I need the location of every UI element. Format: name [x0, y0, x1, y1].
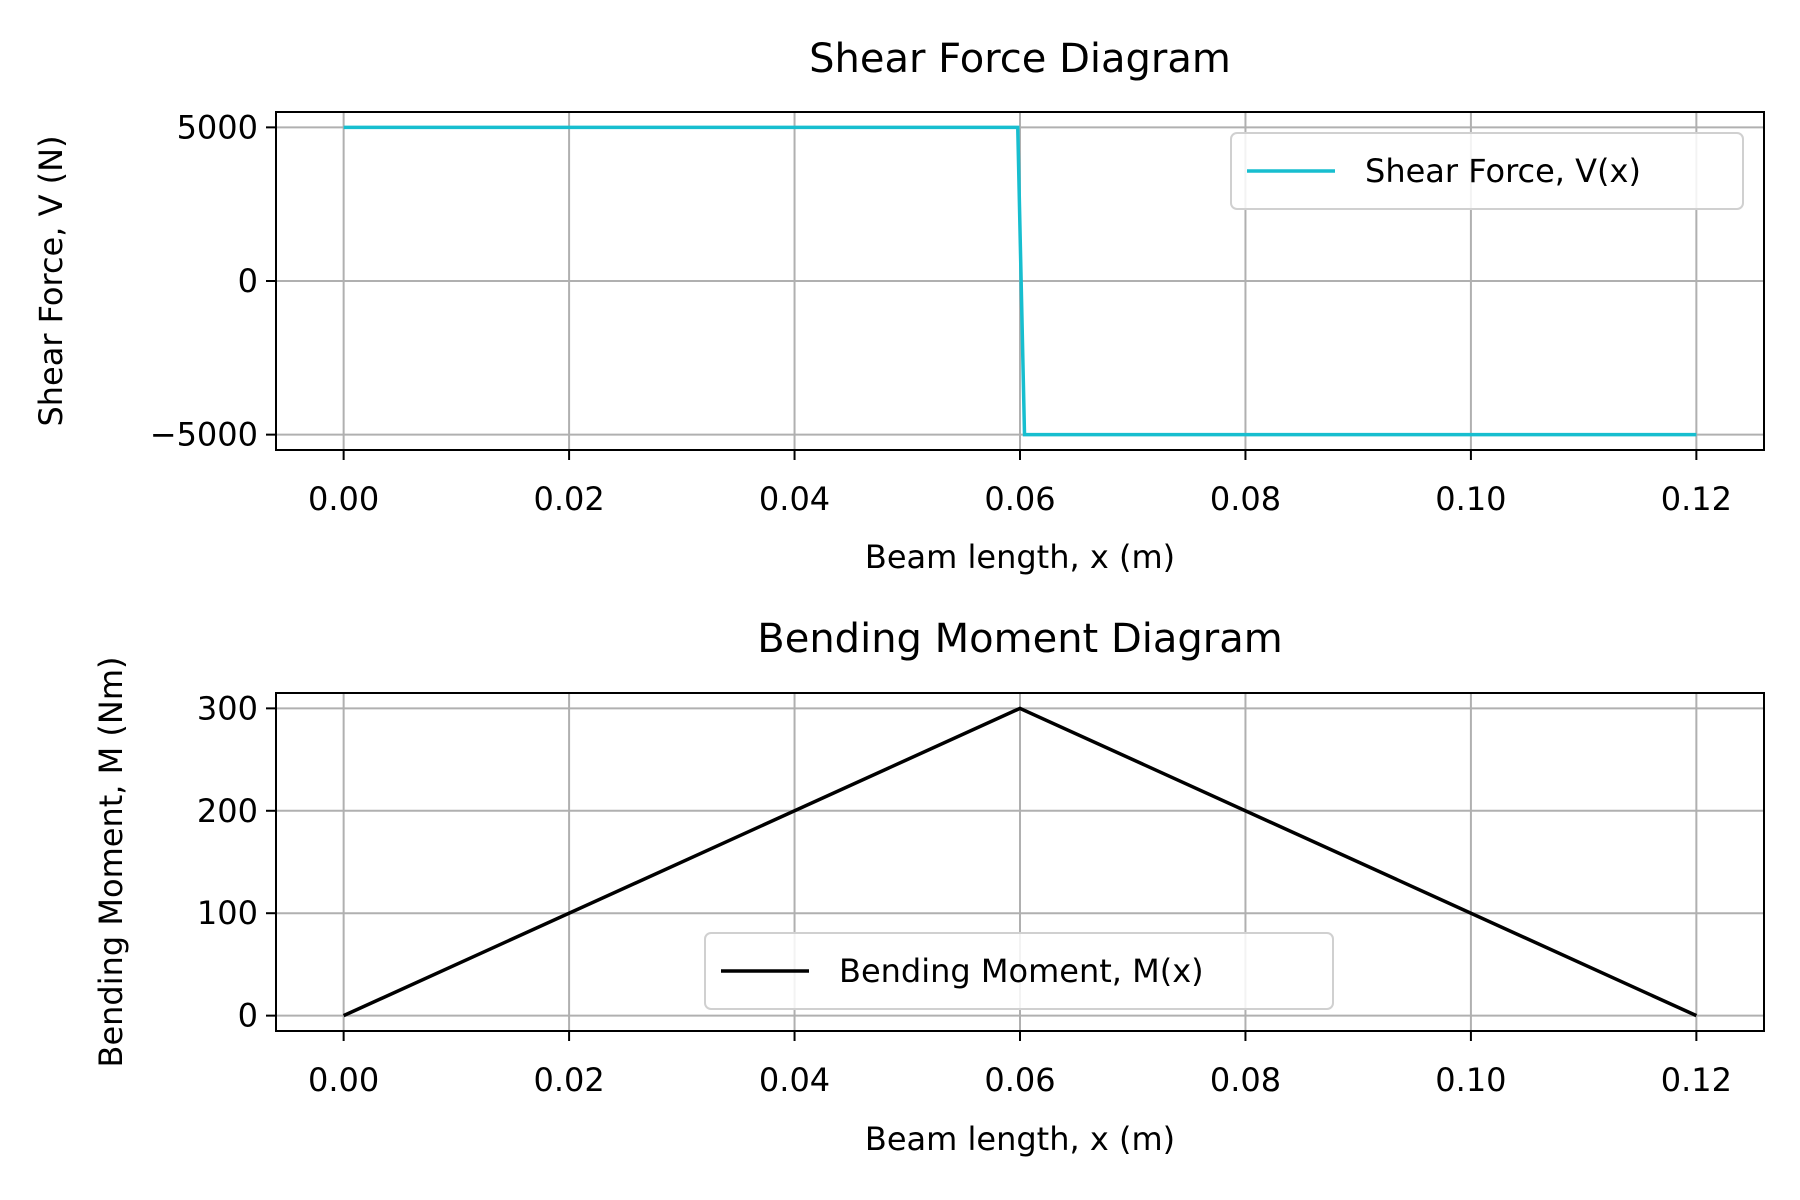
- legend-box: [704, 932, 1334, 1010]
- legend: Shear Force, V(x): [1230, 132, 1744, 210]
- x-tick-label: 0.12: [1661, 480, 1732, 518]
- x-axis-label: Beam length, x (m): [865, 1120, 1175, 1158]
- legend-box: [1230, 132, 1744, 210]
- subplot-shear-force: 0.00 0.02 0.04 0.06 0.08 0.10 0.12 5000 0 −5000 Sh…: [32, 36, 1765, 576]
- y-tick-label: −5000: [150, 416, 258, 454]
- chart-title: Bending Moment Diagram: [757, 616, 1282, 662]
- chart-title: Shear Force Diagram: [809, 36, 1231, 82]
- legend-label: Bending Moment, M(x): [839, 952, 1204, 990]
- y-tick-label: 300: [197, 689, 258, 727]
- x-tick-label: 0.06: [984, 480, 1055, 518]
- legend: Bending Moment, M(x): [704, 932, 1334, 1010]
- subplot-bending-moment: 0.00 0.02 0.04 0.06 0.08 0.10 0.12 300 200 100 0 Be…: [92, 616, 1765, 1158]
- x-tick-label: 0.04: [759, 1061, 830, 1099]
- x-tick-label: 0.00: [308, 1061, 379, 1099]
- y-tick-label: 0: [238, 262, 258, 300]
- x-tick-label: 0.00: [308, 480, 379, 518]
- series-line: [343, 125, 1697, 437]
- y-tick-label: 0: [238, 997, 258, 1035]
- x-tick-label: 0.10: [1435, 480, 1506, 518]
- x-axis-label: Beam length, x (m): [865, 538, 1175, 576]
- series-line: [342, 706, 1698, 1018]
- x-tick-label: 0.02: [533, 480, 604, 518]
- y-axis-label: Bending Moment, M (Nm): [92, 657, 130, 1068]
- x-tick-label: 0.04: [759, 480, 830, 518]
- legend-label: Shear Force, V(x): [1365, 152, 1641, 190]
- grid: [276, 693, 1764, 1031]
- y-axis-label: Shear Force, V (N): [32, 135, 70, 426]
- x-tick-label: 0.10: [1435, 1061, 1506, 1099]
- y-tick-label: 5000: [177, 108, 258, 146]
- x-tick-label: 0.08: [1210, 1061, 1281, 1099]
- x-tick-label: 0.06: [984, 1061, 1055, 1099]
- x-tick-label: 0.12: [1661, 1061, 1732, 1099]
- y-tick-label: 100: [197, 894, 258, 932]
- x-tick-label: 0.08: [1210, 480, 1281, 518]
- y-tick-label: 200: [197, 792, 258, 830]
- x-tick-label: 0.02: [533, 1061, 604, 1099]
